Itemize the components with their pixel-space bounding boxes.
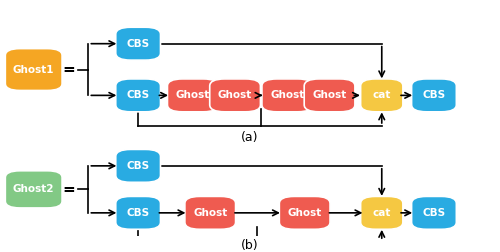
FancyBboxPatch shape (116, 27, 160, 60)
Text: (a): (a) (241, 131, 259, 144)
Text: CBS: CBS (422, 208, 446, 218)
FancyBboxPatch shape (360, 196, 403, 229)
FancyBboxPatch shape (280, 196, 330, 229)
FancyBboxPatch shape (5, 48, 62, 91)
Text: CBS: CBS (126, 208, 150, 218)
FancyBboxPatch shape (412, 196, 457, 229)
Text: Ghost: Ghost (312, 90, 346, 100)
FancyBboxPatch shape (168, 79, 218, 112)
Text: CBS: CBS (422, 90, 446, 100)
Text: =: = (62, 62, 75, 77)
Text: Ghost1: Ghost1 (13, 65, 54, 75)
FancyBboxPatch shape (116, 149, 160, 182)
FancyBboxPatch shape (262, 79, 312, 112)
Text: (b): (b) (241, 239, 259, 252)
FancyBboxPatch shape (5, 171, 62, 208)
Text: Ghost: Ghost (270, 90, 304, 100)
Text: =: = (62, 182, 75, 197)
FancyBboxPatch shape (412, 79, 457, 112)
FancyBboxPatch shape (116, 196, 160, 229)
Text: cat: cat (372, 208, 391, 218)
FancyBboxPatch shape (116, 79, 160, 112)
FancyBboxPatch shape (304, 79, 355, 112)
FancyBboxPatch shape (210, 79, 260, 112)
Text: Ghost: Ghost (193, 208, 228, 218)
Text: CBS: CBS (126, 39, 150, 49)
FancyBboxPatch shape (185, 196, 236, 229)
Text: CBS: CBS (126, 90, 150, 100)
Text: cat: cat (372, 90, 391, 100)
Text: CBS: CBS (126, 161, 150, 171)
Text: Ghost: Ghost (288, 208, 322, 218)
Text: Ghost: Ghost (218, 90, 252, 100)
Text: Ghost2: Ghost2 (13, 184, 54, 194)
Text: Ghost: Ghost (176, 90, 210, 100)
FancyBboxPatch shape (360, 79, 403, 112)
